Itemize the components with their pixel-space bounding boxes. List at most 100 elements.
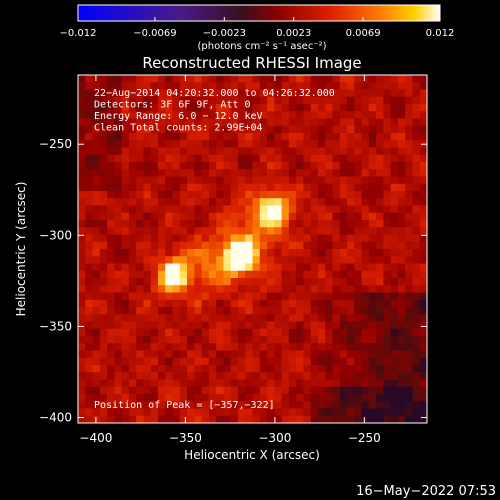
heatmap-cell	[361, 212, 370, 221]
heatmap-cell	[194, 227, 202, 235]
heatmap-cell	[296, 183, 304, 192]
heatmap-cell	[150, 307, 159, 315]
heatmap-cell	[216, 357, 224, 366]
heatmap-cell	[412, 336, 421, 344]
heatmap-cell	[216, 379, 224, 388]
heatmap-cell	[376, 104, 384, 112]
heatmap-cell	[252, 75, 261, 83]
heatmap-cell	[216, 118, 224, 127]
heatmap-cell	[157, 343, 166, 351]
heatmap-cell	[405, 299, 413, 308]
heatmap-cell	[245, 198, 253, 206]
heatmap-cell	[172, 176, 181, 185]
heatmap-cell	[85, 314, 93, 322]
heatmap-cell	[201, 278, 210, 286]
heatmap-cell	[172, 386, 181, 395]
heatmap-cell	[136, 292, 144, 301]
heatmap-cell	[368, 292, 377, 301]
heatmap-cell	[194, 307, 202, 315]
heatmap-cell	[412, 278, 421, 286]
heatmap-cell	[245, 89, 253, 98]
heatmap-cell	[347, 365, 355, 373]
heatmap-cell	[157, 263, 166, 272]
heatmap-cell	[383, 401, 392, 409]
heatmap-cell	[252, 198, 261, 206]
heatmap-cell	[143, 350, 152, 359]
heatmap-cell	[245, 299, 253, 308]
heatmap-cell	[143, 379, 152, 388]
heatmap-cell	[223, 154, 232, 163]
heatmap-cell	[136, 365, 144, 373]
heatmap-cell	[412, 314, 421, 322]
heatmap-cell	[383, 111, 392, 119]
heatmap-cell	[208, 292, 217, 301]
heatmap-cell	[303, 234, 312, 243]
heatmap-cell	[317, 365, 326, 373]
heatmap-cell	[397, 198, 406, 206]
heatmap-cell	[259, 104, 268, 112]
heatmap-cell	[179, 292, 188, 301]
heatmap-cell	[383, 147, 392, 156]
heatmap-cell	[179, 162, 188, 170]
heatmap-cell	[274, 220, 282, 228]
heatmap-cell	[230, 263, 239, 272]
heatmap-cell	[223, 220, 232, 228]
heatmap-cell	[237, 118, 246, 127]
heatmap-cell	[274, 111, 282, 119]
heatmap-cell	[136, 278, 144, 286]
heatmap-cell	[274, 75, 282, 83]
heatmap-cell	[303, 379, 312, 388]
heatmap-cell	[179, 96, 188, 105]
heatmap-cell	[317, 263, 326, 272]
heatmap-cell	[419, 205, 427, 214]
heatmap-cell	[267, 133, 275, 141]
heatmap-cell	[325, 191, 333, 199]
heatmap-cell	[114, 198, 123, 206]
heatmap-cell	[150, 256, 159, 264]
heatmap-cell	[172, 379, 181, 388]
heatmap-cell	[107, 307, 115, 315]
heatmap-cell	[114, 191, 123, 199]
heatmap-cell	[157, 140, 166, 148]
heatmap-cell	[347, 328, 355, 337]
heatmap-cell	[390, 379, 399, 388]
heatmap-cell	[245, 249, 253, 257]
heatmap-cell	[267, 154, 275, 163]
heatmap-cell	[201, 357, 210, 366]
heatmap-cell	[354, 415, 362, 423]
heatmap-cell	[281, 379, 290, 388]
heatmap-cell	[128, 256, 137, 264]
heatmap-cell	[128, 111, 137, 119]
heatmap-cell	[107, 205, 115, 214]
heatmap-cell	[303, 285, 312, 293]
heatmap-cell	[303, 372, 312, 380]
heatmap-cell	[383, 343, 392, 351]
heatmap-cell	[325, 386, 333, 395]
heatmap-cell	[208, 227, 217, 235]
heatmap-cell	[354, 75, 362, 83]
heatmap-cell	[107, 104, 115, 112]
heatmap-cell	[296, 212, 304, 221]
heatmap-cell	[143, 147, 152, 156]
heatmap-cell	[412, 205, 421, 214]
heatmap-cell	[405, 278, 413, 286]
heatmap-cell	[390, 191, 399, 199]
heatmap-cell	[274, 249, 282, 257]
heatmap-cell	[354, 241, 362, 250]
heatmap-cell	[237, 104, 246, 112]
heatmap-cell	[121, 234, 130, 243]
heatmap-cell	[347, 104, 355, 112]
heatmap-cell	[303, 394, 312, 402]
heatmap-cell	[296, 321, 304, 330]
heatmap-cell	[274, 350, 282, 359]
heatmap-cell	[317, 357, 326, 366]
heatmap-cell	[92, 386, 101, 395]
heatmap-cell	[107, 270, 115, 279]
heatmap-cell	[419, 357, 427, 366]
heatmap-cell	[223, 227, 232, 235]
heatmap-cell	[245, 263, 253, 272]
heatmap-cell	[296, 307, 304, 315]
heatmap-cell	[150, 147, 159, 156]
heatmap-cell	[376, 96, 384, 105]
heatmap-cell	[412, 394, 421, 402]
